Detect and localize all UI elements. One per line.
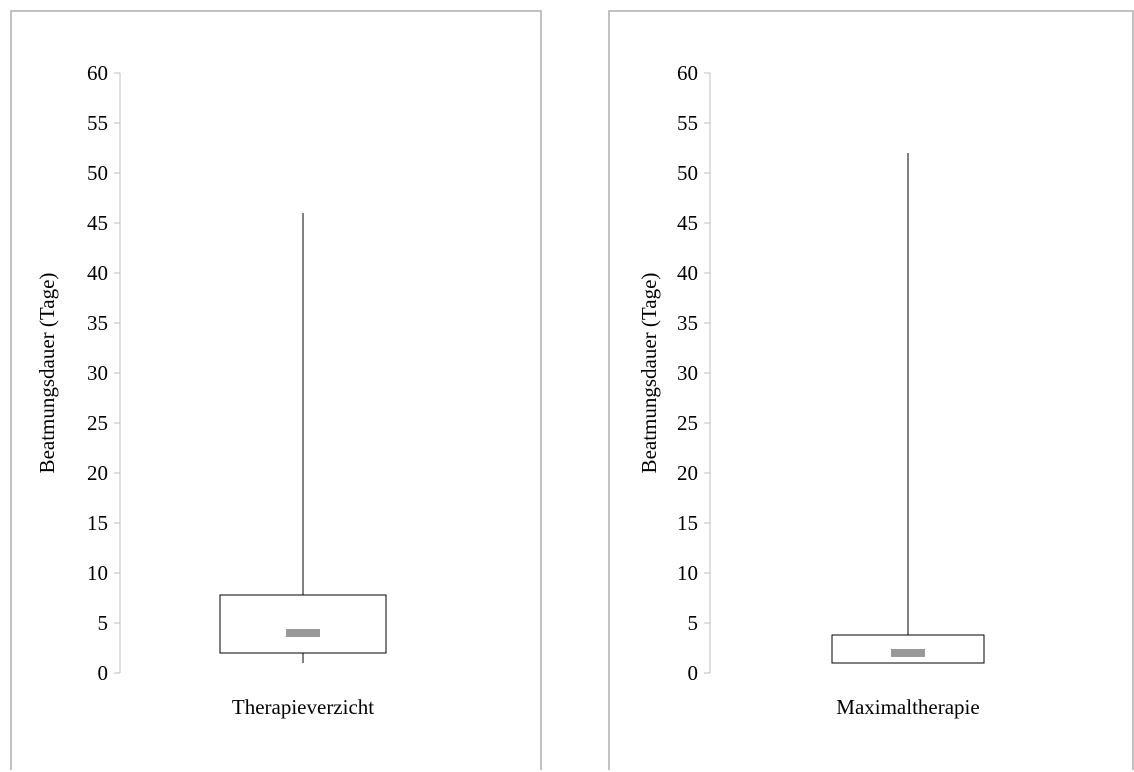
box-iqr (219, 594, 387, 654)
y-tick-label: 15 (87, 511, 108, 535)
category-label: Therapieverzicht (232, 695, 374, 719)
y-tick-label: 5 (98, 611, 109, 635)
y-tick-label: 35 (87, 311, 108, 335)
y-tick-label: 20 (677, 461, 698, 485)
y-tick-label: 10 (87, 561, 108, 585)
y-tick-label: 0 (688, 661, 699, 685)
y-tick-label: 25 (87, 411, 108, 435)
median-marker (286, 629, 320, 637)
y-tick-label: 0 (98, 661, 109, 685)
y-tick-label: 55 (677, 111, 698, 135)
boxplot-therapieverzicht: 0 5 10 15 20 25 30 35 40 45 50 55 60 Beatmungsdauer (… (35, 61, 387, 719)
category-label: Maximaltherapie (836, 695, 979, 719)
chart-panel-maximaltherapie: 0 5 10 15 20 25 30 35 40 45 50 55 60 Beatmungsdauer (… (608, 10, 1134, 770)
y-tick-label: 50 (87, 161, 108, 185)
y-tick-label: 40 (87, 261, 108, 285)
chart-panel-therapieverzicht: 0 5 10 15 20 25 30 35 40 45 50 55 60 Beatmungsdauer (… (10, 10, 542, 770)
y-tick-label: 35 (677, 311, 698, 335)
y-tick-label: 45 (677, 211, 698, 235)
y-tick-label: 30 (677, 361, 698, 385)
y-tick-label: 10 (677, 561, 698, 585)
y-tick-label: 45 (87, 211, 108, 235)
y-tick-label: 30 (87, 361, 108, 385)
y-tick-label: 25 (677, 411, 698, 435)
y-tick-label: 55 (87, 111, 108, 135)
boxplot-maximaltherapie: 0 5 10 15 20 25 30 35 40 45 50 55 60 Beatmungsdauer (… (637, 61, 985, 719)
y-tick-label: 5 (688, 611, 699, 635)
y-tick-label: 15 (677, 511, 698, 535)
y-axis-title: Beatmungsdauer (Tage) (35, 273, 59, 474)
y-tick-label: 60 (677, 61, 698, 85)
y-axis-title: Beatmungsdauer (Tage) (637, 273, 661, 474)
y-tick-label: 20 (87, 461, 108, 485)
y-tick-label: 60 (87, 61, 108, 85)
y-tick-label: 40 (677, 261, 698, 285)
y-tick-label: 50 (677, 161, 698, 185)
median-marker (891, 649, 925, 657)
